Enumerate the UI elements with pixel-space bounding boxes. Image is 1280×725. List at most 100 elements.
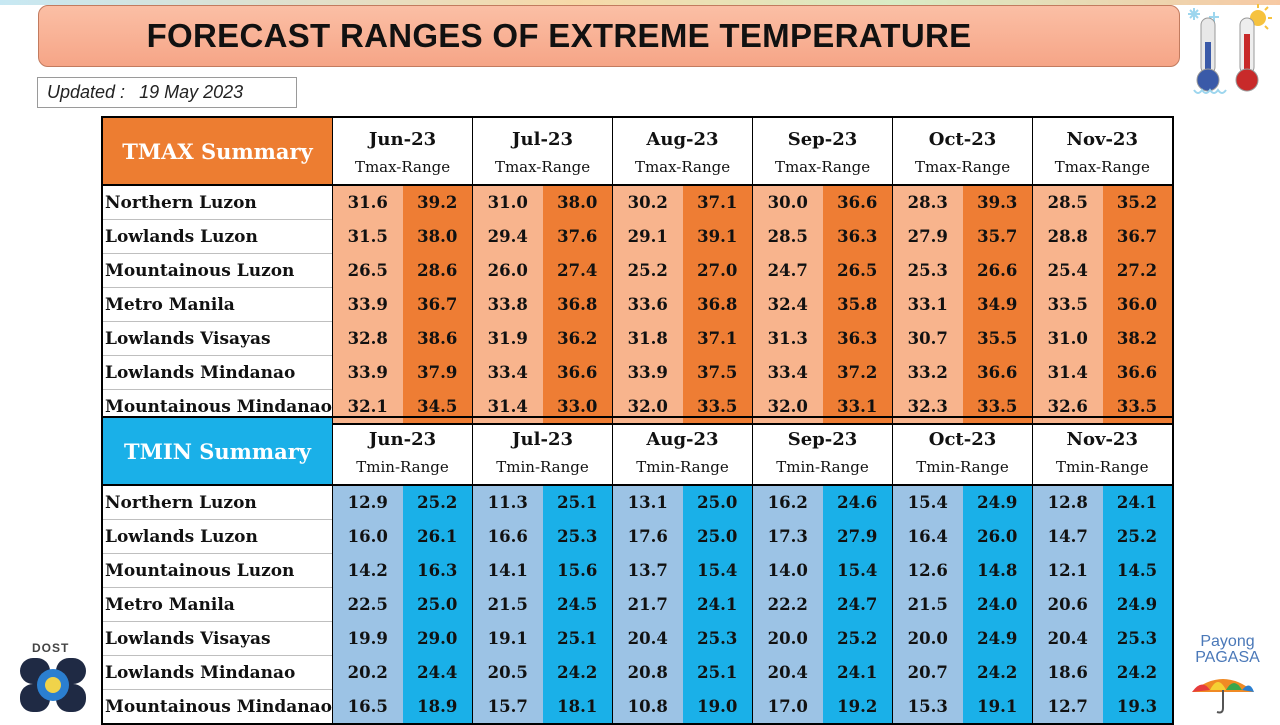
range-low-value: 18.6 (1032, 655, 1103, 690)
range-high-value: 36.6 (1102, 355, 1174, 390)
dost-logo-icon (20, 658, 86, 712)
range-low-value: 10.8 (612, 689, 683, 725)
range-high-value: 36.3 (822, 321, 893, 356)
range-low-value: 17.3 (752, 519, 823, 554)
range-high-value: 24.7 (822, 587, 893, 622)
payong-pagasa-logo: Payong PAGASA (1180, 634, 1275, 666)
range-high-value: 25.1 (542, 484, 613, 520)
range-high-value: 24.0 (962, 587, 1033, 622)
tmin-row: Lowlands Mindanao 20.2 24.4 20.5 24.2 20.8 25.… (101, 655, 1174, 690)
range-high-value: 25.2 (402, 484, 473, 520)
region-name: Metro Manila (101, 287, 333, 322)
range-low-value: 20.0 (752, 621, 823, 656)
tmin-row: Mountainous Mindanao 16.5 18.9 15.7 18.1 10.8… (101, 689, 1174, 725)
range-low-value: 21.7 (612, 587, 683, 622)
range-high-value: 29.0 (402, 621, 473, 656)
range-low-value: 31.0 (1032, 321, 1103, 356)
month-header: Sep-23 (752, 416, 893, 450)
range-low-value: 21.5 (472, 587, 543, 622)
month-header: Jul-23 (472, 416, 613, 450)
month-header: Jun-23 (332, 116, 473, 150)
month-header: Jun-23 (332, 416, 473, 450)
range-high-value: 36.3 (822, 219, 893, 254)
range-low-value: 31.5 (332, 219, 403, 254)
range-high-value: 35.7 (962, 219, 1033, 254)
range-high-value: 25.2 (1102, 519, 1174, 554)
range-high-value: 15.4 (682, 553, 753, 588)
range-low-value: 30.7 (892, 321, 963, 356)
range-high-value: 15.6 (542, 553, 613, 588)
range-low-value: 12.6 (892, 553, 963, 588)
range-high-value: 35.8 (822, 287, 893, 322)
range-low-value: 19.9 (332, 621, 403, 656)
range-low-value: 31.6 (332, 184, 403, 220)
range-high-value: 38.6 (402, 321, 473, 356)
range-high-value: 19.2 (822, 689, 893, 725)
region-name: Mountainous Luzon (101, 553, 333, 588)
updated-date: 19 May 2023 (139, 82, 244, 102)
tmin-row: Metro Manila 22.5 25.0 21.5 24.5 21.7 24.1 22.2… (101, 587, 1174, 622)
range-low-value: 14.0 (752, 553, 823, 588)
range-subheader: Tmax-Range (892, 150, 1033, 185)
range-low-value: 33.1 (892, 287, 963, 322)
range-low-value: 13.1 (612, 484, 683, 520)
tmax-row: Metro Manila 33.9 36.7 33.8 36.8 33.6 36.8 32.4… (101, 287, 1174, 322)
range-low-value: 20.8 (612, 655, 683, 690)
range-high-value: 25.0 (682, 484, 753, 520)
range-high-value: 25.0 (402, 587, 473, 622)
range-low-value: 16.4 (892, 519, 963, 554)
range-high-value: 36.6 (962, 355, 1033, 390)
range-high-value: 34.9 (962, 287, 1033, 322)
range-high-value: 14.8 (962, 553, 1033, 588)
range-high-value: 37.1 (682, 184, 753, 220)
tmin-row: Northern Luzon 12.9 25.2 11.3 25.1 13.1 25.0 16… (101, 484, 1174, 520)
hot-thermometer-icon (1235, 4, 1272, 92)
tmax-summary-table: TMAX Summary Jun-23 Jul-23 Aug-23 Sep-23… (101, 116, 1174, 425)
month-header: Aug-23 (612, 116, 753, 150)
range-low-value: 25.2 (612, 253, 683, 288)
range-high-value: 39.2 (402, 184, 473, 220)
range-low-value: 17.6 (612, 519, 683, 554)
range-high-value: 38.0 (542, 184, 613, 220)
month-header: Nov-23 (1032, 116, 1174, 150)
updated-box: Updated : 19 May 2023 (37, 77, 297, 108)
range-high-value: 24.9 (962, 484, 1033, 520)
range-low-value: 28.8 (1032, 219, 1103, 254)
range-low-value: 22.2 (752, 587, 823, 622)
range-high-value: 36.8 (542, 287, 613, 322)
region-name: Metro Manila (101, 587, 333, 622)
title-banner: FORECAST RANGES OF EXTREME TEMPERATURE (38, 5, 1180, 67)
range-low-value: 20.7 (892, 655, 963, 690)
range-high-value: 25.0 (682, 519, 753, 554)
range-low-value: 16.0 (332, 519, 403, 554)
tmin-summary-header: TMIN Summary (101, 416, 334, 485)
tmin-summary-table: TMIN Summary Jun-23 Jul-23 Aug-23 Sep-23… (101, 416, 1174, 725)
tmax-summary-header: TMAX Summary (101, 116, 334, 185)
range-low-value: 33.9 (332, 287, 403, 322)
range-high-value: 25.3 (1102, 621, 1174, 656)
tmax-row: Northern Luzon 31.6 39.2 31.0 38.0 30.2 37.1 30… (101, 184, 1174, 220)
tmin-body: Northern Luzon 12.9 25.2 11.3 25.1 13.1 25.0 16… (101, 484, 1174, 725)
range-high-value: 36.7 (402, 287, 473, 322)
range-high-value: 24.2 (1102, 655, 1174, 690)
range-subheader: Tmin-Range (472, 450, 613, 485)
range-low-value: 15.4 (892, 484, 963, 520)
range-low-value: 29.4 (472, 219, 543, 254)
pagasa-text: PAGASA (1195, 649, 1260, 666)
range-high-value: 38.0 (402, 219, 473, 254)
range-high-value: 18.1 (542, 689, 613, 725)
range-low-value: 20.2 (332, 655, 403, 690)
range-high-value: 24.2 (542, 655, 613, 690)
range-subheader: Tmin-Range (332, 450, 473, 485)
range-high-value: 19.0 (682, 689, 753, 725)
range-high-value: 35.2 (1102, 184, 1174, 220)
range-low-value: 16.5 (332, 689, 403, 725)
range-low-value: 29.1 (612, 219, 683, 254)
umbrella-icon (1192, 679, 1254, 714)
region-name: Northern Luzon (101, 184, 333, 220)
range-high-value: 36.6 (822, 184, 893, 220)
range-low-value: 31.9 (472, 321, 543, 356)
range-high-value: 36.8 (682, 287, 753, 322)
range-high-value: 15.4 (822, 553, 893, 588)
range-high-value: 26.5 (822, 253, 893, 288)
